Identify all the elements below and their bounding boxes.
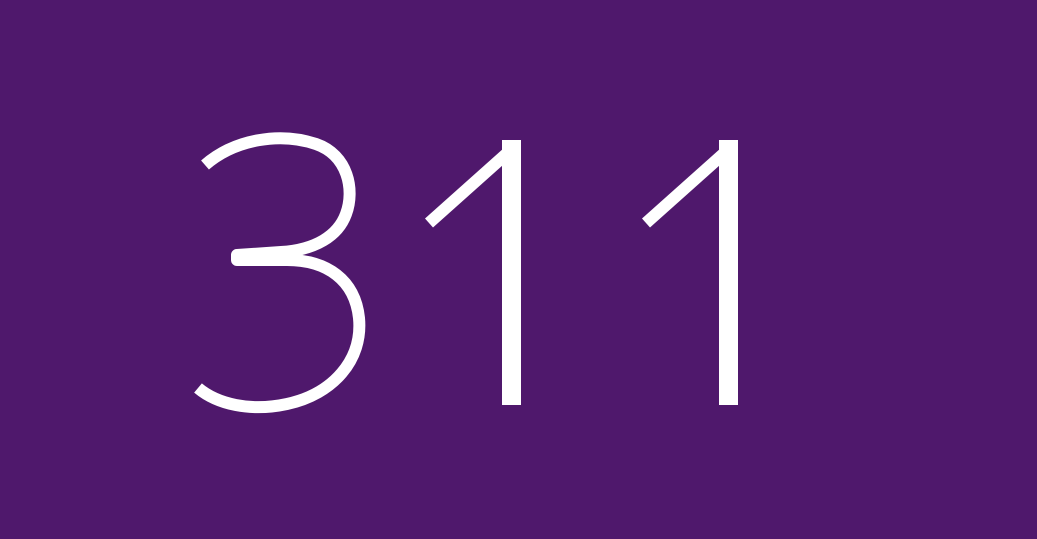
digit-1-stem-first	[502, 140, 521, 405]
digit-3-glyph	[194, 132, 366, 414]
digit-1-glyph-first	[425, 143, 517, 228]
digit-1-stem-second	[719, 140, 738, 405]
digit-1-glyph-second	[642, 143, 734, 228]
